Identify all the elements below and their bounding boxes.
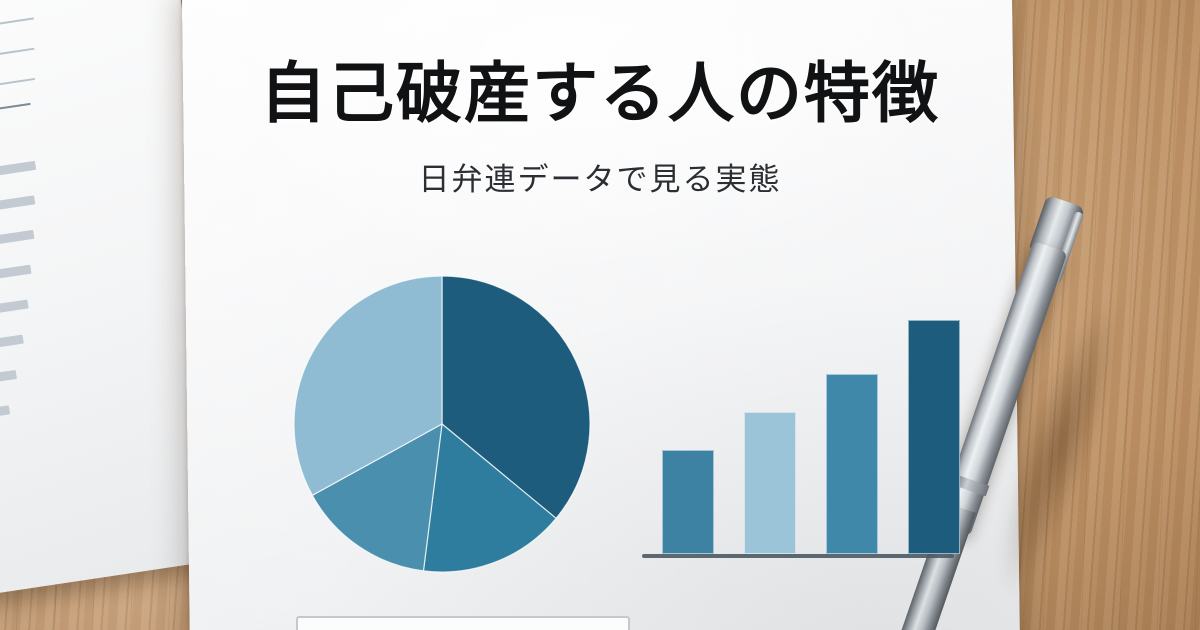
bar-chart	[640, 296, 960, 560]
bg-paper-text-line	[0, 334, 24, 364]
bg-chart-gridline	[0, 17, 34, 48]
bottom-content-card	[296, 616, 630, 630]
bar-chart-bar	[662, 450, 714, 554]
pie-slice	[293, 275, 443, 497]
bg-paper-text-line	[0, 195, 36, 229]
bar-chart-bar	[744, 412, 796, 554]
bg-paper-text-line	[0, 369, 17, 397]
bar-chart-bar	[908, 320, 960, 554]
pie-chart-svg	[293, 275, 591, 573]
bg-paper-text-line	[0, 229, 35, 263]
bg-paper-text-line	[0, 299, 29, 330]
bg-paper-text-line	[0, 264, 32, 297]
bg-chart-gridline	[0, 0, 34, 19]
bar-chart-baseline	[642, 554, 954, 558]
pie-slice	[422, 422, 557, 573]
bg-paper-text-line	[0, 405, 11, 431]
bg-chart-gridline	[0, 47, 35, 78]
bg-paper-text-line	[0, 160, 37, 196]
pie-slice	[311, 422, 443, 572]
bg-chart-axis	[0, 102, 31, 131]
bar-chart-bar	[826, 374, 878, 554]
pie-chart	[292, 274, 592, 574]
pie-slice	[441, 275, 591, 520]
